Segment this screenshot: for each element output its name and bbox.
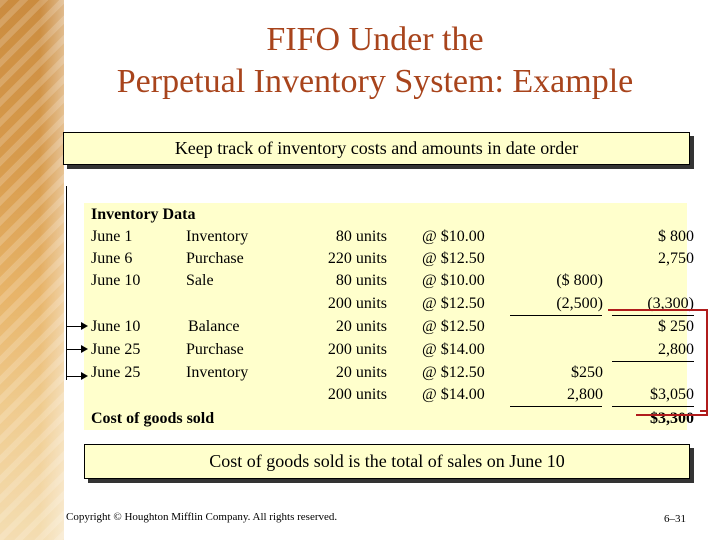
arrow-purchase — [66, 345, 88, 353]
red-bracket — [636, 309, 708, 416]
row-units: 200 units — [327, 295, 387, 312]
row-units: 80 units — [335, 272, 387, 289]
underline-inventory-mid — [510, 406, 602, 407]
row-cost: @ $14.00 — [422, 386, 485, 403]
red-bracket-top — [608, 309, 636, 311]
row-mid: 2,800 — [567, 386, 603, 403]
row-total: 2,800 — [658, 341, 694, 358]
row-units: 200 units — [327, 341, 387, 358]
row-total: $3,050 — [650, 386, 694, 403]
row-desc: Inventory — [186, 228, 249, 245]
row-mid: ($ 800) — [556, 272, 603, 289]
section-header: Inventory Data — [91, 206, 196, 223]
row-units: 220 units — [327, 250, 387, 267]
row-cost: @ $12.50 — [422, 364, 485, 381]
row-cost: @ $14.00 — [422, 341, 485, 358]
red-bracket-end — [700, 410, 706, 412]
row-units: 200 units — [327, 386, 387, 403]
row-total: 2,750 — [658, 250, 694, 267]
row-desc: Balance — [188, 318, 240, 335]
row-total: (3,300) — [647, 295, 694, 312]
row-date: June 25 — [91, 364, 141, 381]
cogs-label: Cost of goods sold — [91, 410, 215, 427]
row-desc: Purchase — [186, 341, 244, 358]
row-date: June 1 — [91, 228, 133, 245]
inventory-panel — [84, 203, 687, 430]
row-cost: @ $12.50 — [422, 250, 485, 267]
row-mid: (2,500) — [556, 295, 603, 312]
row-date: June 25 — [91, 341, 141, 358]
row-cost: @ $12.50 — [422, 295, 485, 312]
row-date: June 6 — [91, 250, 133, 267]
row-units: 20 units — [335, 318, 387, 335]
copyright-text: Copyright © Houghton Mifflin Company. Al… — [66, 511, 338, 523]
row-desc: Sale — [186, 272, 214, 289]
row-desc: Purchase — [186, 250, 244, 267]
row-cost: @ $10.00 — [422, 272, 485, 289]
underline-inventory-total — [612, 406, 694, 407]
title-line-1: FIFO Under the — [266, 21, 484, 58]
row-units: 80 units — [335, 228, 387, 245]
underline-sale-mid — [510, 315, 602, 316]
row-units: 20 units — [335, 364, 387, 381]
row-mid: $250 — [571, 364, 603, 381]
top-banner: Keep track of inventory costs and amount… — [63, 132, 690, 165]
row-date: June 10 — [91, 318, 141, 335]
row-desc: Inventory — [186, 364, 249, 381]
row-cost: @ $10.00 — [422, 228, 485, 245]
row-total: $ 250 — [658, 318, 694, 335]
arrow-inventory — [66, 372, 88, 380]
underline-purchase-total — [612, 361, 694, 362]
underline-sale-total — [612, 315, 694, 316]
title-line-2: Perpetual Inventory System: Example — [116, 63, 634, 100]
row-total: $ 800 — [658, 228, 694, 245]
left-bracket-line — [66, 186, 67, 380]
arrow-balance — [66, 322, 88, 330]
row-date: June 10 — [91, 272, 141, 289]
row-cost: @ $12.50 — [422, 318, 485, 335]
slide-number: 6–31 — [664, 513, 686, 525]
bottom-banner: Cost of goods sold is the total of sales… — [84, 444, 690, 479]
